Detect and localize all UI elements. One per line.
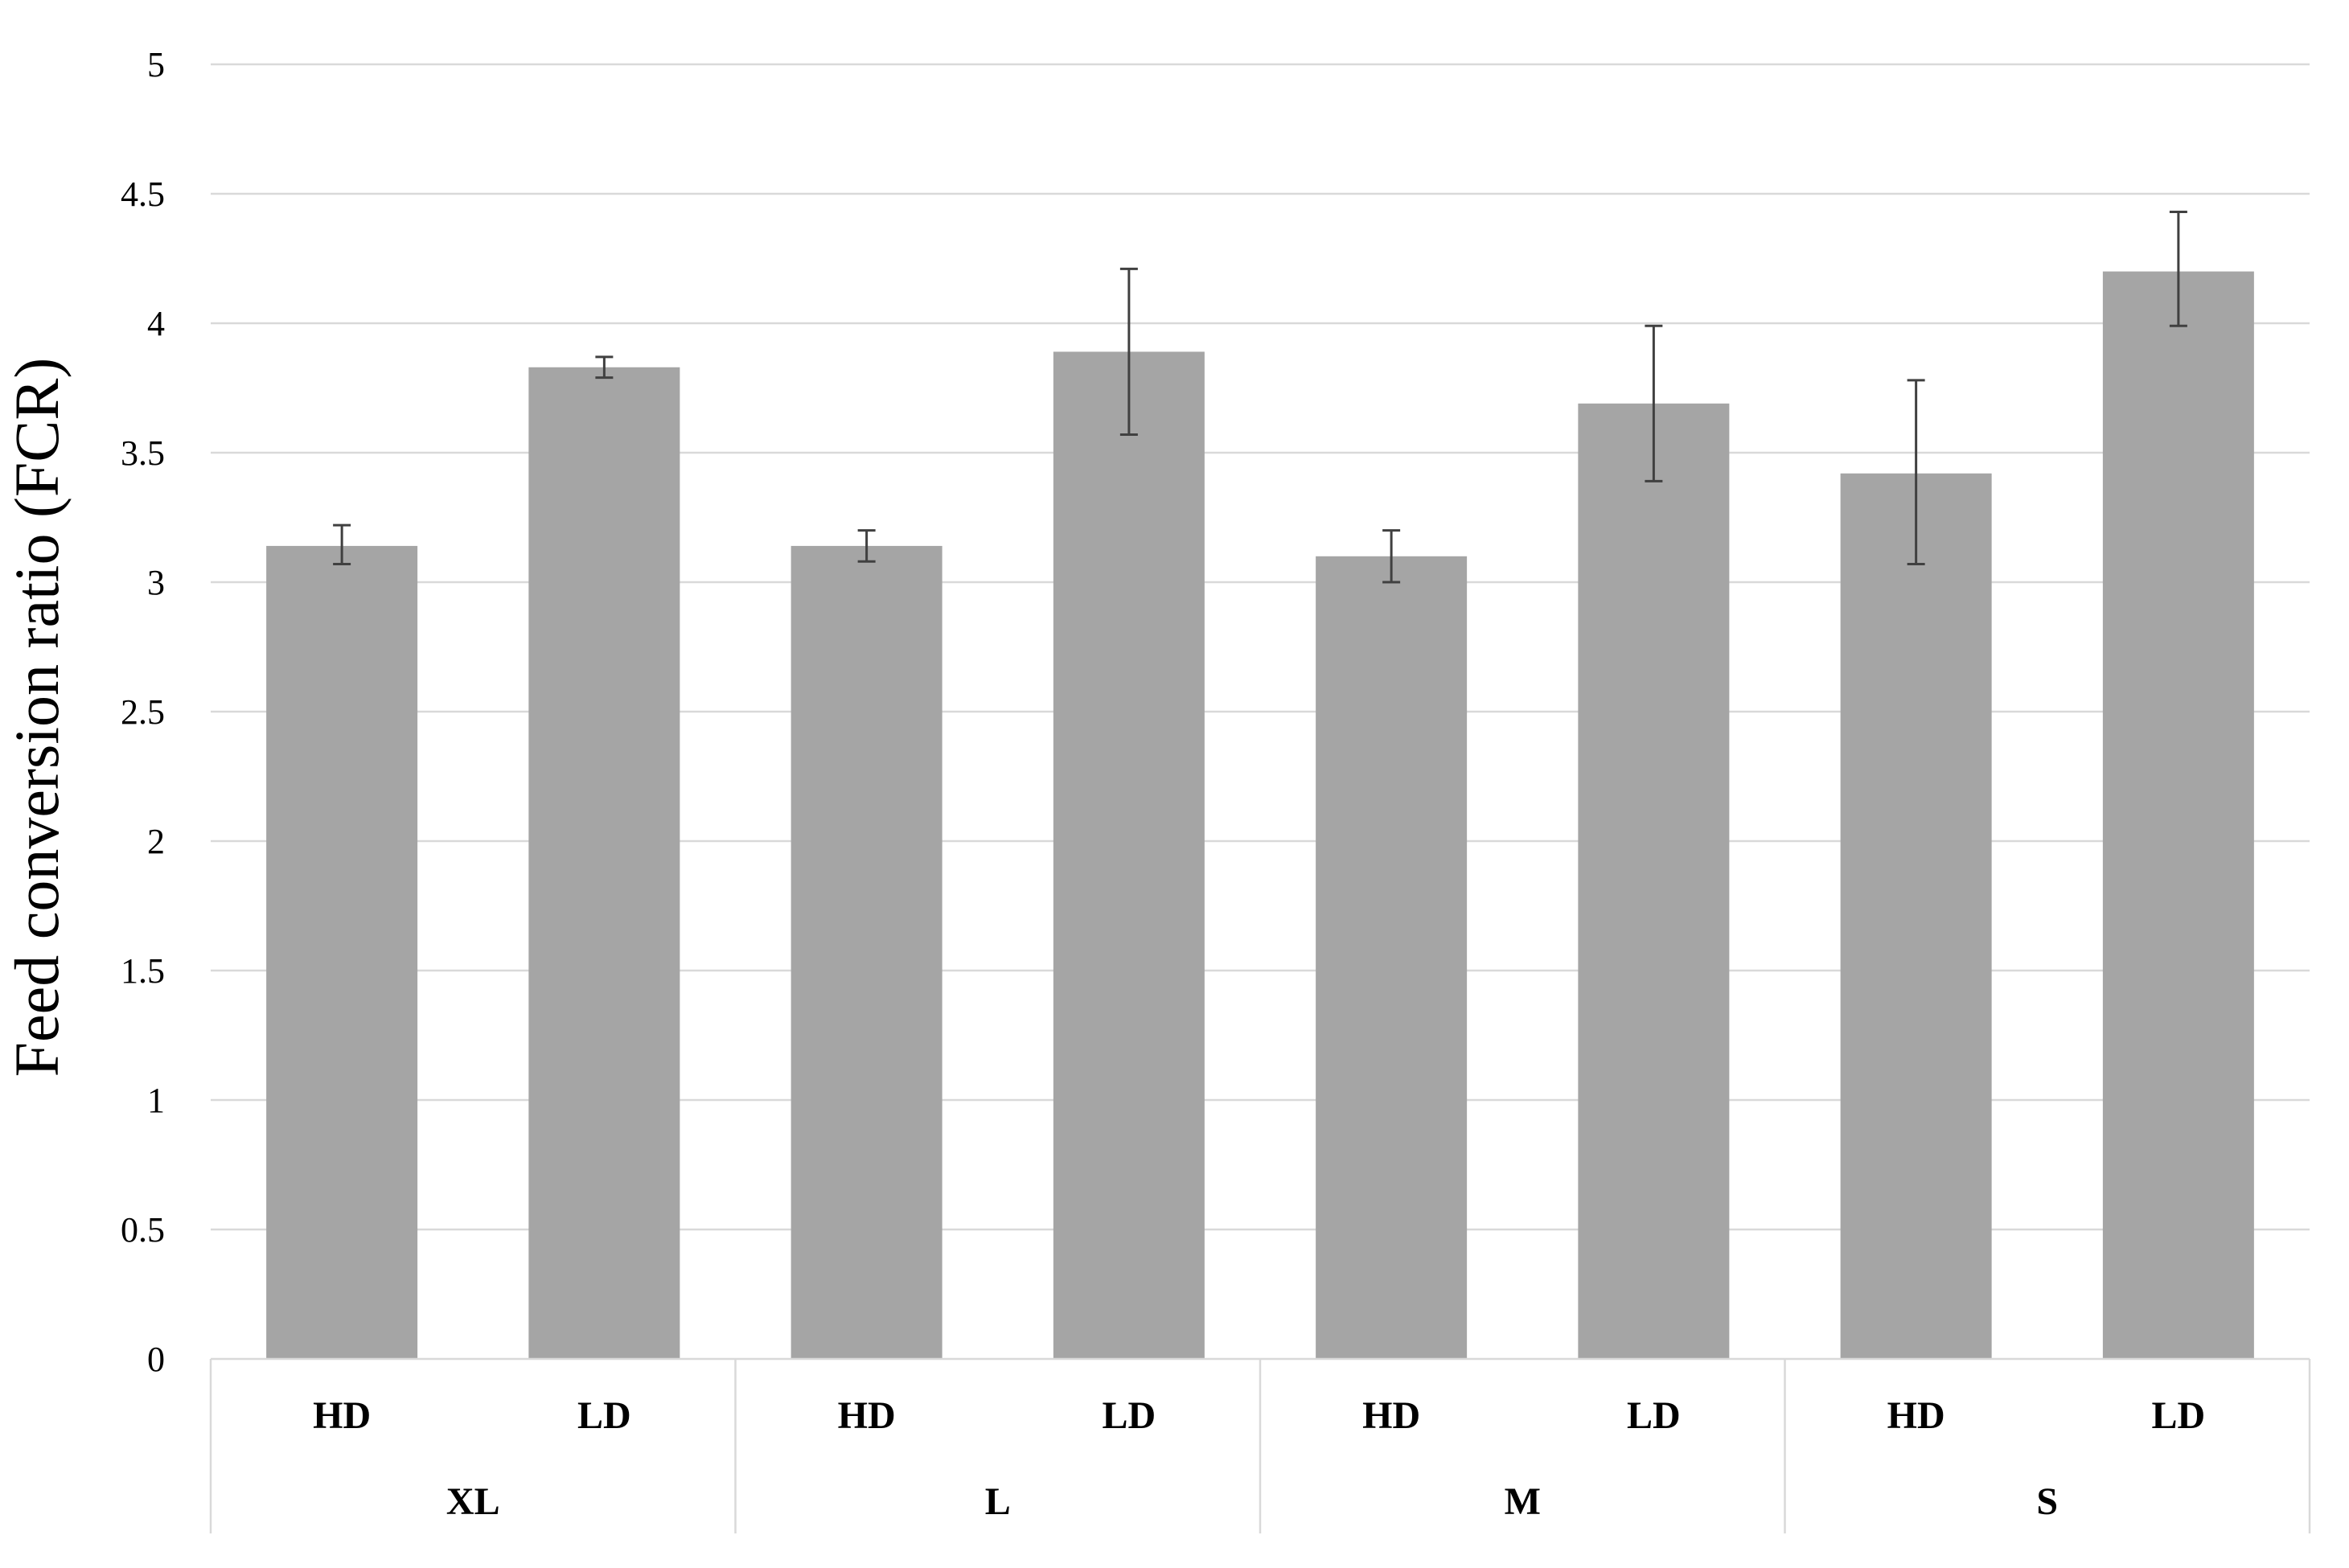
bar <box>266 545 418 1359</box>
bar <box>528 367 680 1359</box>
y-tick-label: 4 <box>147 304 165 343</box>
bar <box>791 545 942 1359</box>
bar <box>1578 403 1730 1359</box>
x-group-label: L <box>985 1480 1011 1523</box>
x-category-label: LD <box>577 1394 631 1437</box>
y-tick-label: 2 <box>147 822 165 861</box>
x-category-label: HD <box>838 1394 896 1437</box>
y-tick-label: 0 <box>147 1340 165 1379</box>
gridlines <box>211 63 2310 1231</box>
x-category-label: HD <box>1887 1394 1945 1437</box>
x-group-label: XL <box>446 1480 500 1523</box>
x-category-label: HD <box>313 1394 371 1437</box>
bar <box>1840 473 1992 1359</box>
x-category-label: HD <box>1362 1394 1420 1437</box>
bar <box>1053 351 1205 1359</box>
bars <box>266 271 2254 1360</box>
x-category-label: LD <box>2152 1394 2206 1437</box>
y-axis-title: Feed conversion ratio (FCR) <box>2 358 72 1077</box>
axes: 0 0.5 1 1.5 2 2.5 3 3.5 4 4.5 5 HD LD XL HD LD L HD LD M HD L… <box>121 45 2311 1533</box>
x-category-label: LD <box>1103 1394 1156 1437</box>
y-tick-label: 5 <box>147 45 165 84</box>
x-category-label: LD <box>1627 1394 1681 1437</box>
y-tick-label: 1.5 <box>121 951 165 991</box>
y-tick-label: 3.5 <box>121 433 165 473</box>
bar <box>2102 271 2254 1360</box>
y-tick-label: 3 <box>147 563 165 602</box>
y-tick-label: 0.5 <box>121 1210 165 1250</box>
y-tick-label: 1 <box>147 1081 165 1120</box>
error-bars <box>333 211 2187 584</box>
bar <box>1316 556 1468 1359</box>
y-tick-label: 2.5 <box>121 692 165 732</box>
y-tick-label: 4.5 <box>121 174 165 214</box>
x-group-label: M <box>1505 1480 1541 1523</box>
x-group-label: S <box>2036 1480 2058 1523</box>
